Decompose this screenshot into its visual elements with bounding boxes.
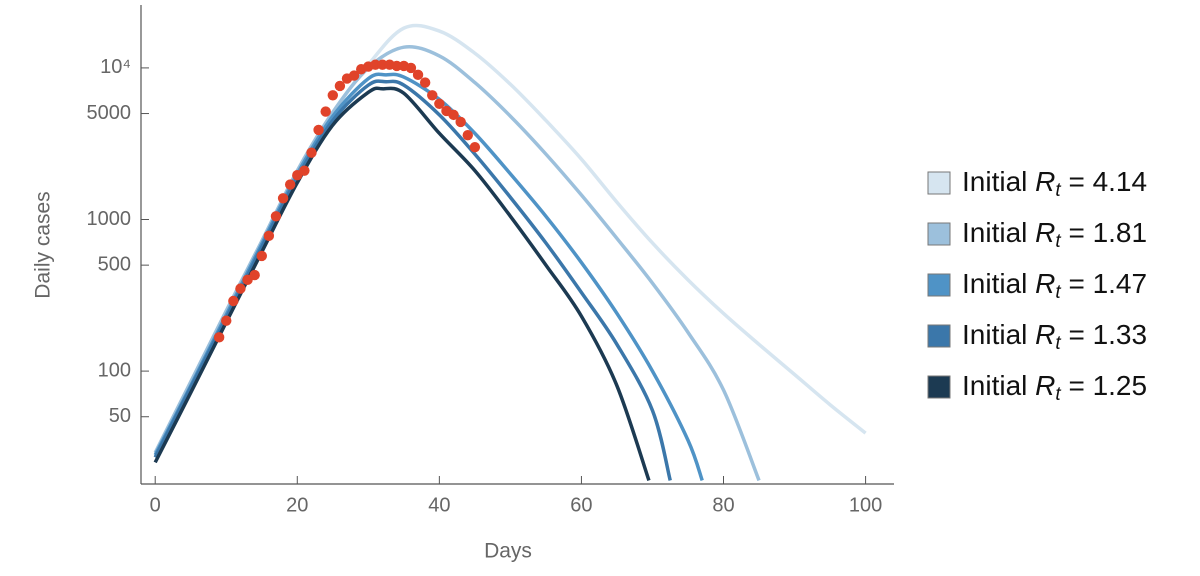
point bbox=[228, 295, 239, 307]
point bbox=[377, 59, 388, 70]
y-tick-label: 500 bbox=[98, 253, 131, 275]
point bbox=[348, 70, 360, 81]
point bbox=[270, 211, 282, 222]
point bbox=[462, 129, 473, 141]
point bbox=[221, 315, 232, 326]
y-axis-title: Daily cases bbox=[32, 191, 55, 298]
point bbox=[306, 147, 317, 158]
legend-swatch bbox=[927, 375, 951, 399]
point bbox=[391, 60, 402, 72]
y-tick-label: 50 bbox=[109, 405, 131, 427]
point bbox=[370, 59, 381, 70]
point bbox=[405, 62, 417, 74]
point bbox=[249, 269, 260, 281]
point bbox=[455, 116, 466, 128]
point bbox=[320, 106, 331, 117]
legend-swatch bbox=[927, 222, 951, 246]
point bbox=[334, 80, 346, 92]
legend-swatch bbox=[927, 171, 951, 195]
x-tick-label: 100 bbox=[849, 494, 882, 516]
y-tick-label: 10⁴ bbox=[100, 56, 131, 78]
point bbox=[284, 179, 296, 190]
point bbox=[427, 90, 438, 101]
y-tick-label: 1000 bbox=[87, 208, 132, 230]
point bbox=[469, 141, 481, 153]
legend-label: Initial Rt = 4.14 bbox=[962, 166, 1147, 201]
point bbox=[263, 230, 275, 242]
x-tick-label: 20 bbox=[286, 494, 308, 516]
x-tick-label: 60 bbox=[570, 494, 592, 516]
point bbox=[434, 98, 445, 109]
point bbox=[256, 250, 267, 262]
x-tick-label: 0 bbox=[150, 494, 161, 516]
point bbox=[419, 77, 431, 88]
point bbox=[277, 193, 289, 204]
legend-swatch bbox=[927, 273, 951, 297]
point bbox=[412, 69, 424, 81]
legend-label: Initial Rt = 1.25 bbox=[962, 370, 1147, 405]
point bbox=[313, 124, 324, 136]
legend-label: Initial Rt = 1.81 bbox=[962, 217, 1147, 252]
legend-swatch bbox=[927, 324, 951, 348]
point bbox=[448, 109, 459, 121]
point bbox=[299, 165, 310, 176]
legend-label: Initial Rt = 1.47 bbox=[962, 268, 1147, 303]
point bbox=[235, 283, 246, 294]
x-tick-label: 40 bbox=[428, 494, 450, 516]
point bbox=[327, 90, 339, 101]
legend-label: Initial Rt = 1.33 bbox=[962, 319, 1147, 354]
line bbox=[153, 86, 651, 482]
x-axis-title: Days bbox=[484, 540, 532, 563]
line bbox=[153, 72, 704, 482]
y-tick-label: 100 bbox=[98, 359, 131, 381]
y-tick-label: 5000 bbox=[87, 102, 132, 124]
x-tick-label: 80 bbox=[712, 494, 734, 516]
point bbox=[213, 332, 225, 343]
